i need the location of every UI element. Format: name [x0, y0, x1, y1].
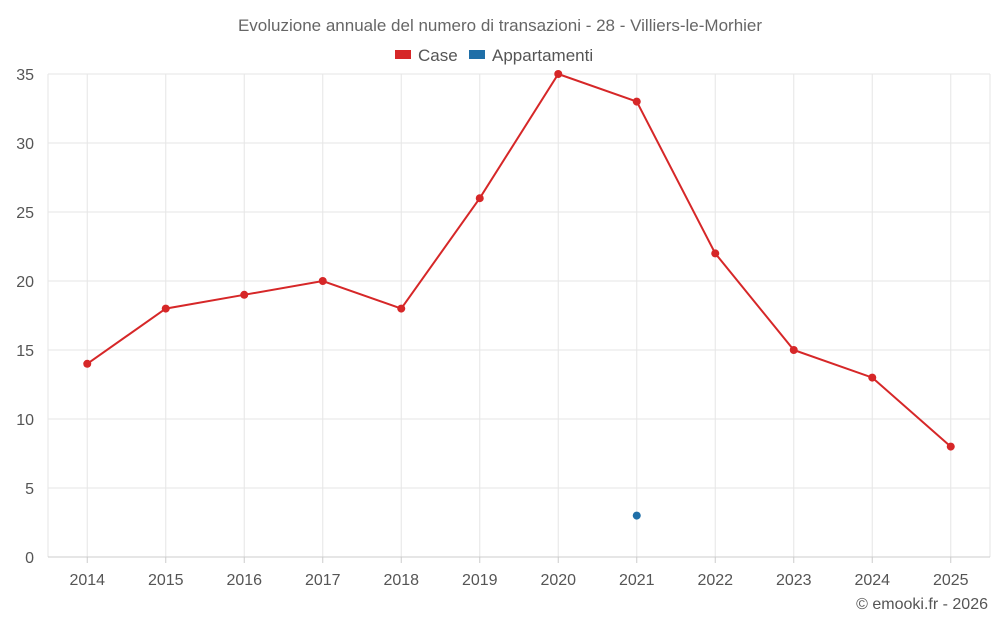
data-point-case[interactable]	[83, 359, 92, 368]
data-point-case[interactable]	[397, 304, 406, 313]
legend-label-appartamenti[interactable]: Appartamenti	[492, 46, 593, 65]
x-tick-label: 2014	[69, 572, 105, 589]
data-point-case[interactable]	[554, 70, 563, 78]
legend-swatch-case[interactable]	[395, 50, 411, 59]
data-point-case[interactable]	[711, 249, 720, 258]
series-line-case	[86, 72, 952, 448]
y-tick-label: 15	[16, 343, 34, 360]
x-tick-label: 2025	[933, 572, 969, 589]
x-tick-label: 2017	[305, 572, 341, 589]
x-tick-label: 2023	[776, 572, 812, 589]
data-point-case[interactable]	[318, 277, 327, 285]
y-tick-label: 10	[16, 412, 34, 429]
legend-label-case[interactable]: Case	[418, 46, 458, 65]
y-tick-label: 25	[16, 205, 34, 222]
y-tick-label: 0	[25, 550, 34, 567]
data-point-case[interactable]	[161, 304, 170, 313]
credit-text: © emooki.fr - 2026	[856, 596, 988, 613]
data-point-appartamenti[interactable]	[632, 511, 641, 520]
chart-title: Evoluzione annuale del numero di transaz…	[238, 16, 762, 35]
legend: Case Appartamenti	[395, 46, 593, 65]
grid	[47, 73, 991, 557]
data-point-case[interactable]	[240, 290, 249, 299]
data-point-case[interactable]	[868, 373, 877, 382]
x-tick-label: 2024	[854, 572, 890, 589]
data-point-case[interactable]	[632, 97, 641, 106]
series	[83, 70, 955, 520]
y-tick-label: 5	[25, 481, 34, 498]
legend-swatch-appartamenti[interactable]	[469, 50, 485, 59]
data-point-case[interactable]	[789, 346, 798, 354]
x-tick-label: 2021	[619, 572, 655, 589]
y-tick-label: 30	[16, 136, 34, 153]
x-tick-label: 2018	[383, 572, 419, 589]
x-tick-label: 2015	[148, 572, 184, 589]
x-tick-label: 2020	[540, 572, 576, 589]
x-tick-label: 2019	[462, 572, 498, 589]
x-tick-label: 2016	[226, 572, 262, 589]
data-point-case[interactable]	[475, 194, 484, 203]
data-point-case[interactable]	[946, 442, 955, 451]
y-tick-label: 35	[16, 67, 34, 84]
x-tick-label: 2022	[697, 572, 733, 589]
y-tick-label: 20	[16, 274, 34, 291]
